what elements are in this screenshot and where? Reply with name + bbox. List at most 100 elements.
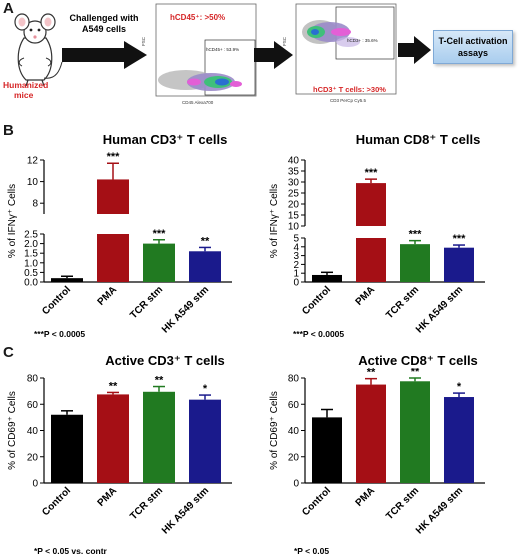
y-tick-label: 0	[32, 479, 38, 490]
challenge-label-line2: A549 cells	[81, 24, 127, 34]
y-tick-label: 80	[27, 374, 39, 385]
chart-b2-footnote: ***P < 0.0005	[293, 329, 345, 339]
significance-marker: ***	[365, 167, 379, 179]
y-tick-label: 35	[288, 167, 300, 178]
category-label: Control	[300, 485, 333, 518]
panel-letter-c: C	[3, 344, 14, 361]
category-label: HK A549 stm	[160, 284, 211, 335]
significance-marker: *	[203, 383, 208, 395]
significance-marker: **	[155, 375, 164, 387]
category-label: Control	[300, 284, 333, 317]
mice-label: mice	[14, 90, 34, 100]
y-tick-label: 4	[293, 242, 299, 253]
challenge-label-line1: Challenged with	[69, 13, 139, 23]
y-tick-label: 1.5	[24, 249, 38, 260]
y-tick-label: 1	[293, 269, 299, 280]
panel-letter-a: A	[3, 0, 14, 17]
significance-marker: *	[457, 381, 462, 393]
assay-label-line2: assays	[457, 48, 489, 58]
y-tick-label: 3	[293, 251, 299, 262]
category-label: HK A549 stm	[160, 485, 211, 536]
flow-plot-cd3	[295, 3, 397, 95]
panel-letter-b: B	[3, 122, 14, 139]
y-tick-label: 60	[27, 400, 39, 411]
bar	[143, 243, 175, 282]
category-label: PMA	[354, 485, 378, 509]
y-axis-label: % of CD69⁺ Cells	[7, 391, 18, 470]
category-label: PMA	[96, 284, 120, 308]
bar	[444, 247, 474, 282]
chart-c1-title: Active CD3⁺ T cells	[105, 353, 225, 368]
chart-c2: 0 20 40 60 80 % of CD69⁺ Cells Control ** PMA ** T…	[269, 368, 485, 536]
chart-c1: 0 20 40 60 80 % of CD69⁺ Cells Control ** PMA ** T…	[7, 374, 232, 536]
significance-marker: **	[201, 235, 210, 247]
mouse-icon	[14, 13, 63, 87]
y-axis-label: % of IFNγ⁺ Cells	[7, 184, 18, 258]
chart-c2-footnote: *P < 0.05	[294, 546, 330, 556]
bar	[97, 234, 129, 282]
cd3-gate-value: hCD3+ : 35.6%	[347, 38, 378, 43]
cd45-gate-value: hCD45+ : 53.9%	[206, 47, 240, 52]
bar	[356, 384, 386, 483]
y-tick-label: 20	[27, 452, 39, 463]
bar	[312, 274, 342, 282]
bar	[312, 417, 342, 483]
significance-marker: ***	[409, 229, 423, 241]
significance-marker: ***	[453, 233, 467, 245]
chart-c1-footnote: *P < 0.05 vs. contr	[34, 546, 107, 556]
y-axis-label: % of CD69⁺ Cells	[269, 391, 280, 470]
chart-c2-title: Active CD8⁺ T cells	[358, 353, 478, 368]
bar	[97, 179, 129, 214]
y-tick-label: 30	[288, 178, 300, 189]
category-label: Control	[40, 284, 73, 317]
category-label: HK A549 stm	[414, 284, 465, 335]
bar	[356, 183, 386, 226]
y-tick-label: 10	[27, 177, 39, 188]
y-tick-label: 5	[293, 234, 299, 245]
category-label: TCR stm	[128, 284, 165, 321]
category-label: TCR stm	[128, 485, 165, 522]
y-tick-label: 2.0	[24, 239, 38, 250]
y-tick-label: 80	[288, 374, 300, 385]
assay-box: T-Cell activation assays	[433, 30, 513, 64]
bar	[51, 278, 83, 282]
flow-plot-cd45	[155, 3, 257, 97]
category-label: PMA	[354, 284, 378, 308]
y-tick-label: 0	[293, 278, 299, 289]
chart-b1: 0.00.51.01.52.02.5 8 10 12 % of IFNγ⁺ Cells C…	[7, 151, 232, 335]
y-tick-label: 20	[288, 452, 300, 463]
chart-b1-footnote: ***P < 0.0005	[34, 329, 86, 339]
y-tick-label: 40	[288, 426, 300, 437]
y-tick-label: 8	[32, 199, 38, 210]
y-tick-label: 2	[293, 260, 299, 271]
significance-marker: **	[411, 368, 420, 378]
y-tick-label: 2.5	[24, 230, 38, 241]
cd3-x-axis-label: CD3 PerCp Cy5.5	[330, 98, 367, 103]
assay-label-line1: T-Cell activation	[438, 36, 508, 46]
bar	[189, 399, 221, 483]
y-tick-label: 25	[288, 189, 300, 200]
bar	[189, 251, 221, 282]
bar	[400, 244, 430, 282]
y-tick-label: 0.5	[24, 268, 38, 279]
y-tick-label: 0	[293, 479, 299, 490]
y-tick-label: 1.0	[24, 258, 38, 269]
category-label: TCR stm	[384, 284, 421, 321]
bar	[51, 414, 83, 483]
assay-arrow-icon	[398, 36, 431, 64]
flow-arrow-icon	[254, 41, 293, 69]
y-tick-label: 60	[288, 400, 300, 411]
significance-marker: **	[367, 368, 376, 379]
significance-marker: ***	[107, 151, 121, 163]
y-tick-label: 10	[288, 222, 300, 233]
bar	[143, 391, 175, 483]
y-tick-label: 20	[288, 200, 300, 211]
cd3-y-axis-label: FSC	[282, 37, 287, 46]
significance-marker: ***	[153, 228, 167, 240]
y-tick-label: 15	[288, 211, 300, 222]
y-tick-label: 0.0	[24, 278, 38, 289]
category-label: HK A549 stm	[414, 485, 465, 536]
category-label: Control	[40, 485, 73, 518]
cd45-gate-label: hCD45⁺: >50%	[170, 13, 226, 22]
